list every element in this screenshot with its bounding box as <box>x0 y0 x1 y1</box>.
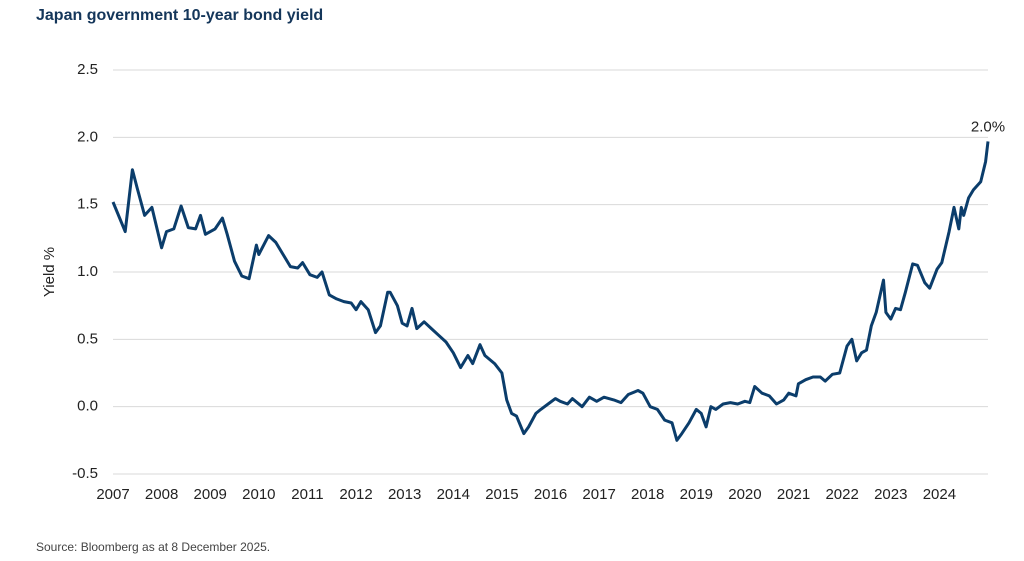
x-tick-label: 2015 <box>485 486 518 503</box>
x-tick-label: 2010 <box>242 486 275 503</box>
x-tick-label: 2016 <box>534 486 567 503</box>
x-tick-label: 2012 <box>339 486 372 503</box>
x-tick-label: 2023 <box>874 486 907 503</box>
x-tick-label: 2007 <box>96 486 129 503</box>
source-note: Source: Bloomberg as at 8 December 2025. <box>36 540 270 554</box>
y-axis-label: Yield % <box>41 247 58 297</box>
y-tick-label: 1.5 <box>77 196 98 213</box>
y-tick-label: 1.0 <box>77 263 98 280</box>
y-tick-label: 2.5 <box>77 61 98 78</box>
y-tick-label: 0.0 <box>77 398 98 415</box>
x-tick-label: 2021 <box>777 486 810 503</box>
x-tick-label: 2008 <box>145 486 178 503</box>
y-tick-label: 0.5 <box>77 330 98 347</box>
x-tick-label: 2024 <box>923 486 956 503</box>
x-tick-label: 2013 <box>388 486 421 503</box>
end-label: 2.0% <box>971 118 1005 135</box>
chart-title: Japan government 10-year bond yield <box>36 7 323 24</box>
x-tick-label: 2018 <box>631 486 664 503</box>
x-tick-label: 2009 <box>194 486 227 503</box>
data-line <box>111 141 990 442</box>
x-tick-label: 2020 <box>728 486 761 503</box>
x-tick-label: 2011 <box>291 486 323 503</box>
x-tick-label: 2022 <box>825 486 858 503</box>
y-tick-label: 2.0 <box>77 128 98 145</box>
y-tick-label: -0.5 <box>72 465 98 482</box>
x-tick-label: 2017 <box>582 486 615 503</box>
x-tick-label: 2014 <box>437 486 470 503</box>
x-tick-label: 2019 <box>680 486 713 503</box>
